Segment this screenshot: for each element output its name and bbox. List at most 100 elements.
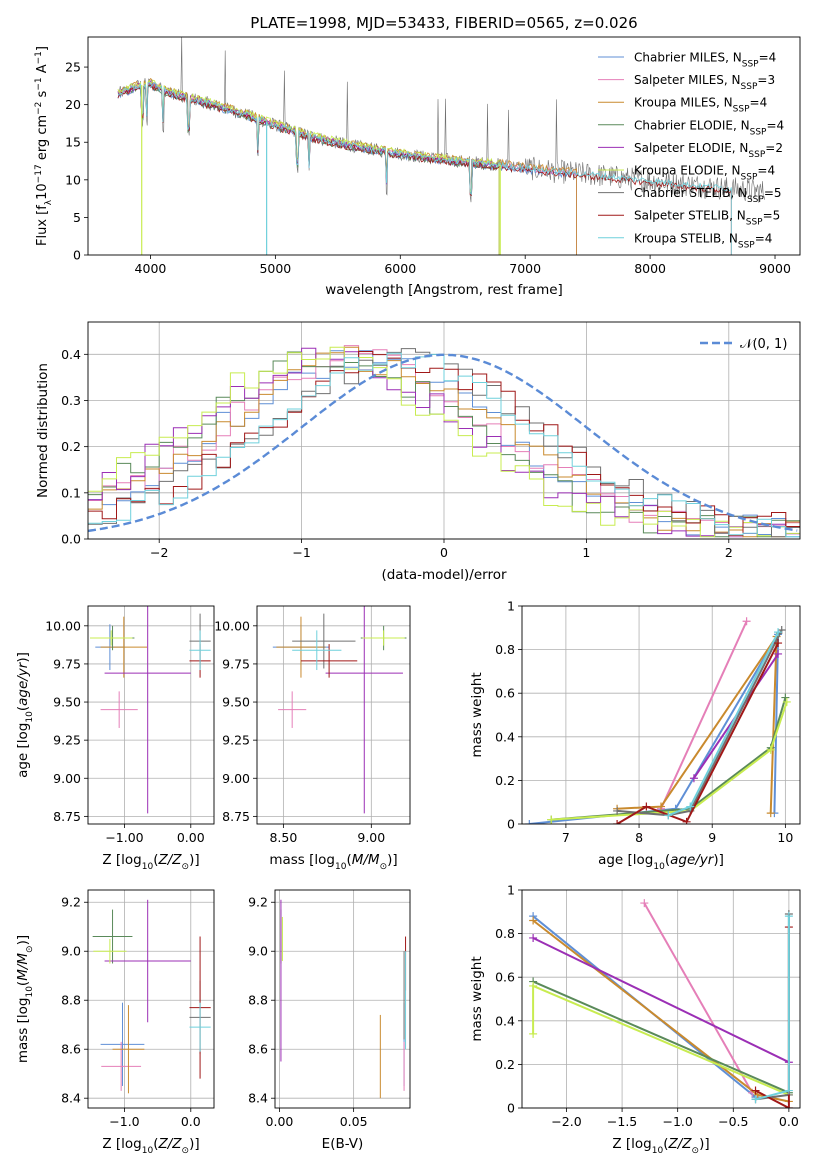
y-tick-label: 9.25 bbox=[53, 733, 81, 748]
label-part: −2 bbox=[34, 102, 44, 115]
y-tick-label: 9.2 bbox=[61, 895, 81, 910]
axes-weight_vs_Z: −2.0 −1.5 −1.0 −0.5 0.0 0 0.2 0.4 0.6 0.8 1 bbox=[495, 883, 800, 1129]
errorbars-mass_vs_ebv bbox=[280, 899, 407, 1099]
axes-mass_vs_ebv: 0.00 0.05 8.4 8.6 8.8 9.0 9.2 bbox=[248, 890, 410, 1129]
weight-marker bbox=[774, 628, 783, 637]
weight-series-kroupa_elodie bbox=[532, 984, 790, 1096]
y-tick-label: 15 bbox=[65, 135, 81, 150]
label-part: Z/Z bbox=[157, 1136, 182, 1152]
y-tick-label: 9.25 bbox=[222, 733, 250, 748]
y-tick-label: 0.6 bbox=[495, 686, 515, 701]
spectrum-model-chabrier_miles bbox=[117, 82, 577, 255]
label-part: Chabrier STELIB, N bbox=[634, 186, 747, 200]
label-part: ⊙ bbox=[182, 1146, 190, 1156]
label-part: erg cm bbox=[35, 115, 50, 164]
label-part: −1 bbox=[34, 77, 44, 90]
x-tick-label: 2 bbox=[725, 545, 733, 560]
y-tick-label: 0.4 bbox=[61, 347, 81, 362]
x-axis-label: age [log10(age/yr)] bbox=[598, 852, 724, 872]
x-tick-label: 8000 bbox=[634, 261, 666, 276]
x-tick-label: −1.0 bbox=[663, 1114, 693, 1129]
weight-series-salpeter_elodie bbox=[532, 937, 790, 1064]
x-axis-label: Z [log10(Z/Z⊙)] bbox=[612, 1136, 709, 1156]
legend-entry: Salpeter ELODIE, NSSP=2 bbox=[634, 141, 783, 160]
y-tick-label: 9.2 bbox=[248, 895, 268, 910]
x-tick-label: −1 bbox=[292, 545, 310, 560]
label-part: )] bbox=[387, 852, 398, 868]
y-tick-label: 9.0 bbox=[61, 944, 81, 959]
y-tick-label: 0.0 bbox=[61, 532, 81, 547]
label-part: )] bbox=[713, 852, 724, 868]
label-part: −1 bbox=[34, 51, 44, 64]
label-part: SSP bbox=[750, 127, 767, 137]
axes-frame-mass_vs_Z bbox=[87, 889, 215, 1109]
y-tick-label: 0.1 bbox=[61, 485, 81, 500]
label-part: 10 bbox=[25, 986, 35, 998]
weight-series-chabrier_elodie bbox=[532, 980, 790, 1094]
x-tick-label: 0 bbox=[440, 545, 448, 560]
histogram-lines bbox=[88, 345, 800, 538]
histogram-salpeter_elodie bbox=[88, 347, 800, 537]
y-tick-label: 0 bbox=[73, 248, 81, 263]
label-part: )] bbox=[189, 852, 200, 868]
y-tick-label: 9.50 bbox=[53, 695, 81, 710]
label-part: Salpeter STELIB, N bbox=[634, 209, 746, 223]
label-part: 10 bbox=[335, 862, 347, 872]
label-part: ( bbox=[346, 852, 351, 868]
axes-frame-age_vs_Z bbox=[87, 605, 215, 825]
histogram-kroupa_miles bbox=[88, 346, 800, 538]
y-tick-label: 8.4 bbox=[248, 1091, 268, 1106]
figure-title: PLATE=1998, MJD=53433, FIBERID=0565, z=0… bbox=[250, 14, 637, 32]
label-part: ( bbox=[15, 706, 31, 711]
x-tick-label: 8.50 bbox=[269, 830, 297, 845]
label-part: ⊙ bbox=[692, 1146, 700, 1156]
y-tick-label: 9.00 bbox=[53, 771, 81, 786]
label-part: =4 bbox=[757, 164, 775, 178]
y-tick-label: 8.8 bbox=[61, 993, 81, 1008]
x-axis-label: Z [log10(Z/Z⊙)] bbox=[102, 852, 199, 872]
y-tick-label: 0.2 bbox=[495, 773, 515, 788]
label-part: M/M bbox=[352, 852, 380, 868]
weight-marker bbox=[751, 1095, 760, 1104]
label-part: =5 bbox=[763, 209, 781, 223]
y-tick-label: 8.8 bbox=[248, 993, 268, 1008]
label-part: ( bbox=[665, 852, 670, 868]
label-part: )] bbox=[189, 1136, 200, 1152]
y-tick-label: 0 bbox=[507, 817, 515, 832]
legend-entry: Chabrier MILES, NSSP=4 bbox=[634, 51, 776, 70]
weight-marker bbox=[613, 806, 622, 815]
axes-frame-weight_vs_Z bbox=[521, 889, 801, 1109]
x-tick-label: 9 bbox=[708, 830, 716, 845]
label-part: Kroupa ELODIE, N bbox=[634, 164, 741, 178]
weight-marker bbox=[529, 981, 538, 990]
label-part: Flux [f bbox=[35, 205, 50, 246]
label-part: ( bbox=[153, 852, 158, 868]
weight-marker bbox=[686, 802, 695, 811]
axes-frame-residuals bbox=[87, 321, 801, 540]
label-part: age [log bbox=[15, 723, 31, 778]
x-tick-label: 10 bbox=[777, 830, 793, 845]
x-tick-label: −1.0 bbox=[109, 1114, 139, 1129]
weight-series-salpeter_stelib bbox=[616, 642, 779, 824]
x-axis-label: Z [log10(Z/Z⊙)] bbox=[102, 1136, 199, 1156]
weight-marker bbox=[664, 811, 673, 820]
errorbars-mass_vs_Z bbox=[92, 899, 211, 1094]
x-tick-label: −0.5 bbox=[718, 1114, 748, 1129]
weight-marker bbox=[613, 820, 622, 824]
x-axis-label: (data-model)/error bbox=[381, 567, 507, 583]
x-tick-label: 5000 bbox=[259, 261, 291, 276]
x-tick-label: −1.5 bbox=[607, 1114, 637, 1129]
label-part: SSP bbox=[741, 82, 758, 92]
label-part: 10 bbox=[653, 862, 665, 872]
spectrum-model-kroupa_elodie bbox=[117, 79, 500, 255]
label-part: Salpeter ELODIE, N bbox=[634, 141, 748, 155]
legend-entry: 𝒩(0, 1) bbox=[740, 337, 787, 352]
y-tick-label: 0.2 bbox=[61, 439, 81, 454]
y-tick-label: 10.00 bbox=[45, 618, 81, 633]
label-part: SSP bbox=[733, 105, 750, 115]
y-tick-label: 10.00 bbox=[214, 618, 250, 633]
weight-marker bbox=[682, 817, 691, 824]
weight-series-kroupa_stelib bbox=[755, 916, 790, 1101]
label-part: Z/Z bbox=[667, 1136, 692, 1152]
